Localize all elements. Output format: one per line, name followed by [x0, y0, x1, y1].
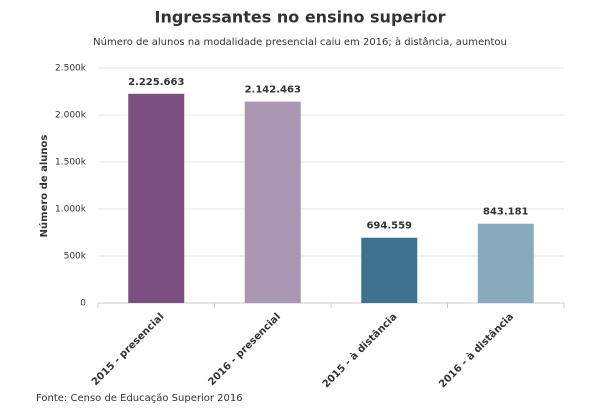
y-tick-label: 0	[80, 299, 86, 309]
value-label: 694.559	[366, 221, 412, 232]
y-tick-label: 500k	[64, 252, 87, 262]
x-tick-label: 2015 - à distância	[320, 311, 400, 391]
x-tick-label: 2016 - presencial	[206, 311, 283, 388]
value-label: 2.225.663	[128, 77, 184, 88]
value-label: 843.181	[483, 207, 529, 218]
y-tick-label: 1.000k	[55, 205, 87, 215]
value-label: 2.142.463	[245, 85, 301, 96]
y-tick-label: 2.500k	[55, 64, 87, 74]
x-tick-label: 2016 - à distância	[436, 311, 516, 391]
chart-subtitle: Número de alunos na modalidade presencia…	[93, 36, 507, 48]
x-tick-label: 2015 - presencial	[90, 311, 167, 388]
bar	[128, 93, 185, 303]
chart-title: Ingressantes no ensino superior	[155, 8, 446, 27]
y-tick-label: 2.000k	[55, 111, 87, 121]
bar	[477, 223, 534, 303]
y-axis-label: Número de alunos	[38, 135, 50, 238]
bar	[244, 101, 301, 303]
bar	[361, 237, 418, 303]
y-tick-label: 1.500k	[55, 158, 87, 168]
source-note: Fonte: Censo de Educação Superior 2016	[36, 393, 243, 404]
